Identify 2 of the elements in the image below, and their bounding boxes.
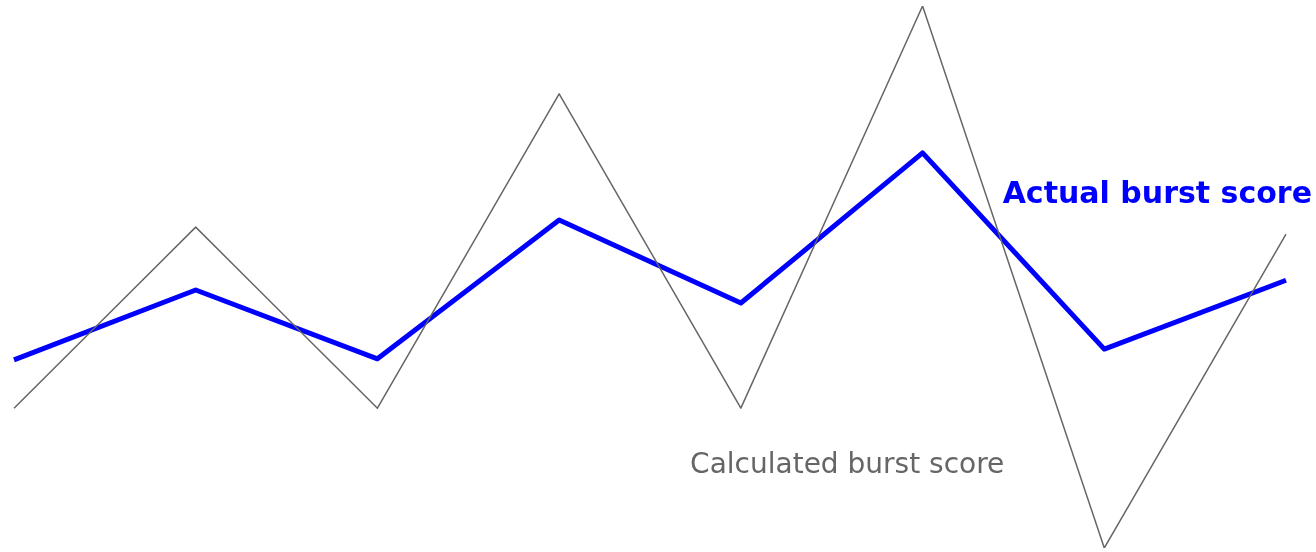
text: Calculated burst score: [690, 447, 1005, 481]
series-label: Actual burst score: [1002, 175, 1312, 211]
